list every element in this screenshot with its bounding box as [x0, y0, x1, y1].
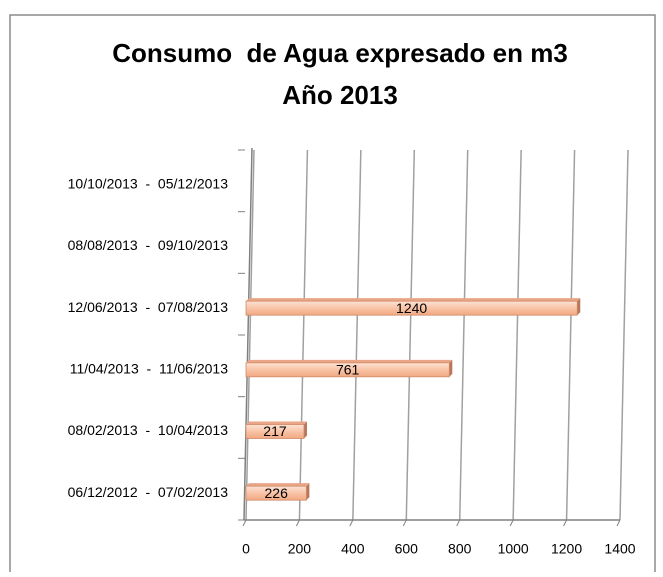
bar-side [449, 359, 453, 377]
bar-top [246, 298, 581, 302]
bar [245, 485, 307, 501]
data-label: 761 [336, 362, 360, 378]
grid-line [565, 149, 576, 521]
grid-line [245, 149, 255, 521]
x-tick-label: 1400 [604, 541, 635, 557]
bar-top [246, 421, 307, 425]
chart-title: Consumo de Agua expresado en m3 [112, 38, 568, 68]
data-label: 226 [265, 485, 289, 501]
y-tick-label: 08/02/2013 - 10/04/2013 [68, 422, 229, 438]
bar-top [246, 483, 310, 487]
bar-side [306, 483, 310, 501]
data-label: 217 [263, 423, 287, 439]
x-tick [563, 519, 568, 527]
grid-line [512, 149, 522, 521]
x-tick-label: 800 [448, 541, 472, 557]
x-tick [616, 519, 621, 527]
chart-frame [9, 14, 656, 577]
grid-line [298, 149, 309, 521]
y-tick-label: 12/06/2013 - 07/08/2013 [68, 299, 229, 315]
bar-side [303, 421, 307, 439]
chart-subtitle: Año 2013 [282, 80, 398, 110]
x-tick-label: 1200 [551, 541, 582, 557]
x-tick-label: 400 [341, 541, 365, 557]
x-tick-label: 1000 [498, 541, 529, 557]
x-tick [402, 519, 407, 527]
bar [245, 300, 578, 316]
x-tick [295, 519, 300, 527]
x-tick [456, 519, 461, 527]
x-tick [509, 519, 514, 527]
y-tick-label: 08/08/2013 - 09/10/2013 [68, 237, 229, 253]
x-tick-label: 200 [288, 541, 312, 557]
y-axis [243, 147, 253, 521]
y-tick-label: 11/04/2013 - 11/06/2013 [70, 361, 228, 377]
grid-line [458, 149, 469, 521]
grid-line [619, 149, 629, 521]
bar-side [577, 298, 581, 316]
x-tick [242, 519, 247, 527]
grid-line [352, 149, 362, 521]
y-tick-label: 10/10/2013 - 05/12/2013 [68, 176, 229, 192]
data-label: 1240 [396, 300, 427, 316]
x-tick-label: 0 [242, 541, 250, 557]
grid-line [405, 149, 416, 521]
bar-top [246, 359, 453, 363]
bar [245, 424, 305, 439]
x-tick-label: 600 [395, 541, 419, 557]
bar [245, 362, 450, 378]
y-tick-label: 06/12/2012 - 07/02/2013 [68, 484, 229, 500]
x-tick [349, 519, 354, 527]
